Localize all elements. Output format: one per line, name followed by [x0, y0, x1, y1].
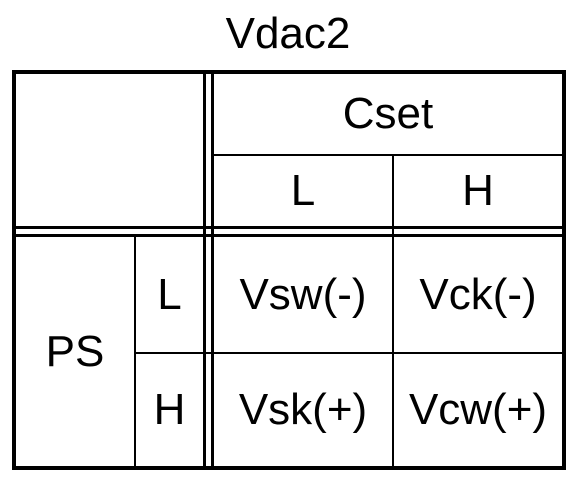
diagram-title: Vdac2 [225, 9, 351, 58]
row-header-h: H [153, 385, 186, 434]
column-group-label: Cset [342, 89, 434, 138]
cell-ps-l-cset-l: Vsw(-) [239, 269, 367, 319]
column-group-underline [214, 154, 562, 156]
cell-ps-h-cset-l: Vsk(+) [238, 385, 368, 434]
truth-table: Cset L H PS L H Vsw(-) Vck(-) Vsk(+) Vcw… [12, 70, 566, 470]
double-divider-vertical-b [211, 74, 214, 466]
row-header-l: L [157, 269, 182, 319]
row-divider [136, 352, 562, 354]
column-header-l: L [290, 166, 316, 215]
cell-ps-l-cset-h: Vck(-) [419, 269, 537, 319]
column-header-h: H [462, 166, 494, 215]
cell-ps-h-cset-h: Vcw(+) [408, 385, 548, 434]
double-divider-horizontal-b [16, 234, 562, 237]
column-divider [392, 156, 394, 466]
row-group-divider [134, 237, 136, 466]
double-divider-vertical-a [203, 74, 206, 466]
row-group-label: PS [45, 326, 105, 376]
double-divider-horizontal-a [16, 226, 562, 229]
